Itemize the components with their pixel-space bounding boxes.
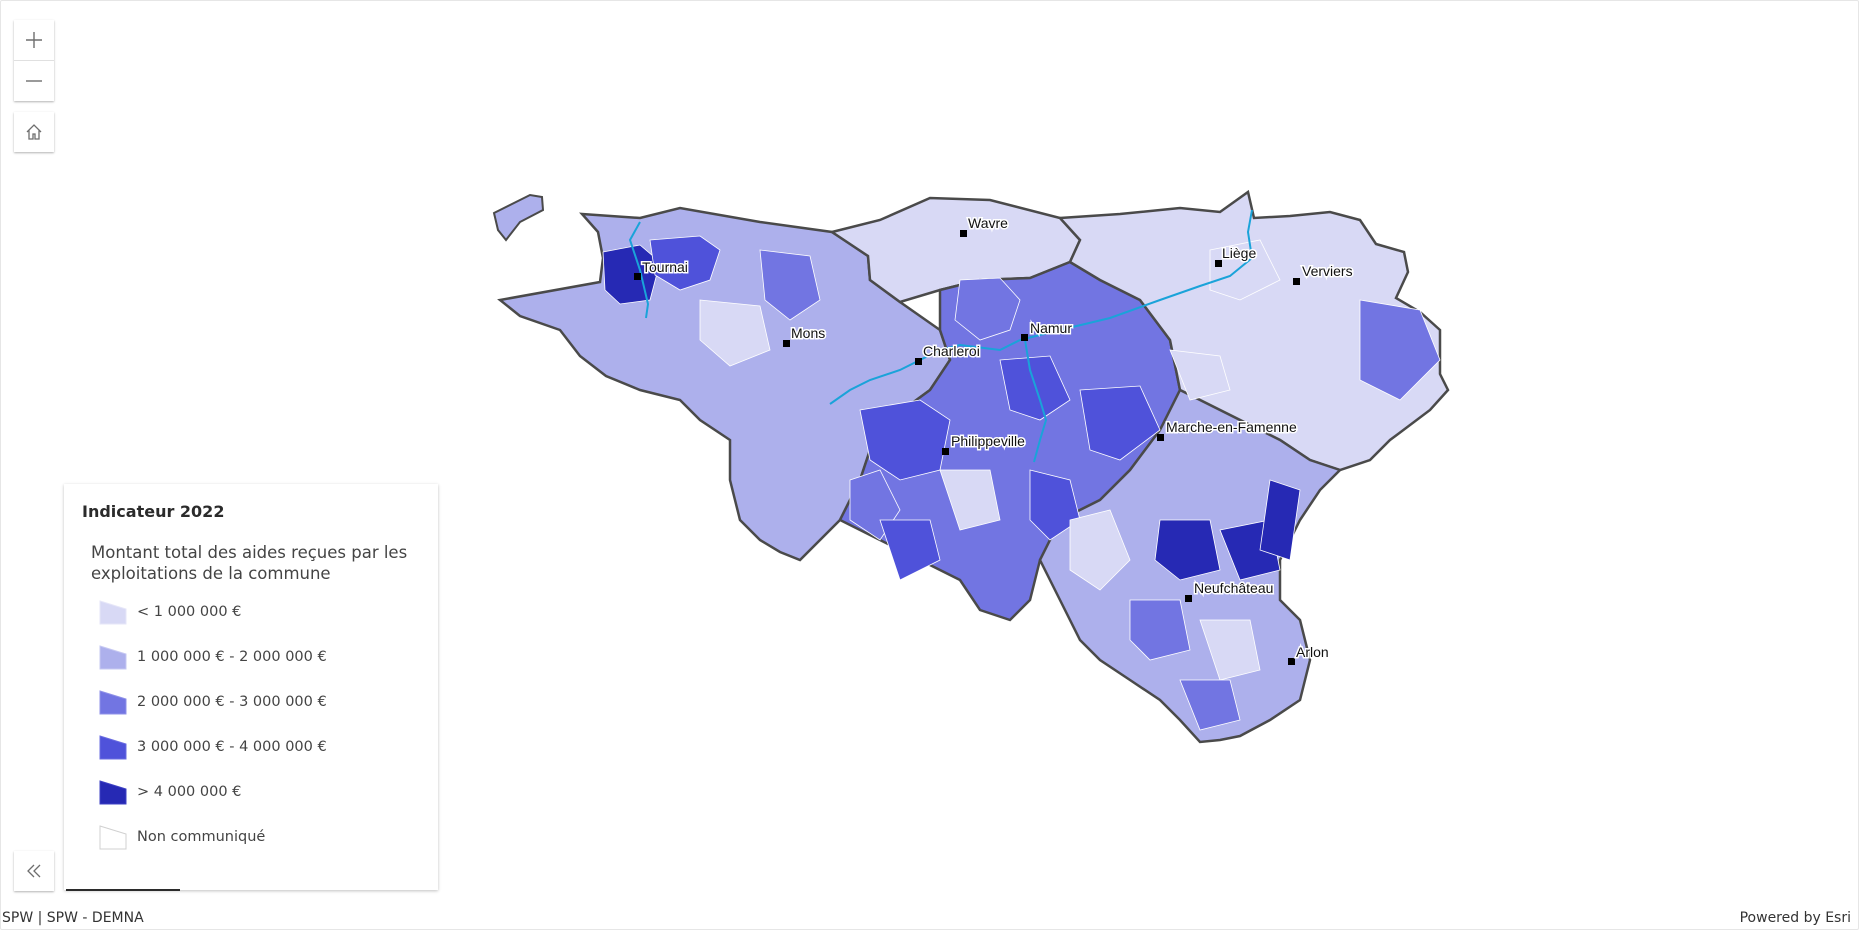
legend-tab-indicator xyxy=(66,889,180,891)
city-label: Arlon xyxy=(1296,644,1329,660)
province-liege[interactable] xyxy=(1057,189,1450,472)
commune-area[interactable] xyxy=(649,235,721,291)
zoom-out-button[interactable] xyxy=(14,60,54,101)
legend-item: 2 000 000 € - 3 000 000 € xyxy=(99,688,327,716)
city-label: Charleroi xyxy=(923,343,980,359)
city-point[interactable] xyxy=(960,230,967,237)
legend-label: > 4 000 000 € xyxy=(137,784,242,800)
city-label: Neufchâteau xyxy=(1194,580,1273,596)
city-label: Verviers xyxy=(1302,263,1353,279)
legend-label: < 1 000 000 € xyxy=(137,604,242,620)
legend-swatch xyxy=(99,690,127,715)
city-markers: Tournai Wavre Liège Verviers Mons Charle… xyxy=(634,214,1354,665)
legend-swatch xyxy=(99,600,127,625)
commune-area[interactable] xyxy=(699,299,771,367)
commune-area[interactable] xyxy=(1199,619,1261,681)
city-point[interactable] xyxy=(1215,260,1222,267)
commune-area[interactable] xyxy=(1129,599,1191,661)
commune-area[interactable] xyxy=(492,193,545,242)
legend-label: 2 000 000 € - 3 000 000 € xyxy=(137,694,327,710)
commune-area[interactable] xyxy=(954,277,1021,341)
city-point[interactable] xyxy=(915,358,922,365)
legend-item: 1 000 000 € - 2 000 000 € xyxy=(99,643,327,671)
river-meuse xyxy=(1019,209,1254,341)
zoom-in-button[interactable] xyxy=(14,20,54,60)
city-point[interactable] xyxy=(942,448,949,455)
legend-swatch xyxy=(99,735,127,760)
legend-swatch xyxy=(99,645,127,670)
double-chevron-left-icon xyxy=(27,864,41,878)
commune-area[interactable] xyxy=(879,519,941,581)
legend-panel: Indicateur 2022 Montant total des aides … xyxy=(64,484,438,891)
city-label: Liège xyxy=(1222,245,1256,261)
commune-area[interactable] xyxy=(1359,299,1441,401)
legend-swatch xyxy=(99,825,127,850)
commune-area[interactable] xyxy=(1029,469,1081,541)
commune-area[interactable] xyxy=(1079,385,1161,461)
commune-area[interactable] xyxy=(1179,679,1241,731)
commune-area[interactable] xyxy=(602,244,661,305)
zoom-controls xyxy=(14,20,54,101)
home-button[interactable] xyxy=(14,112,54,152)
choropleth-layer xyxy=(492,189,1450,744)
legend-item: 3 000 000 € - 4 000 000 € xyxy=(99,733,327,761)
city-label: Philippeville xyxy=(951,433,1025,449)
legend-item: Non communiqué xyxy=(99,823,265,851)
river-escaut xyxy=(628,221,650,319)
city-point[interactable] xyxy=(1288,658,1295,665)
city-label: Marche-en-Famenne xyxy=(1166,419,1297,435)
river-meuse-south xyxy=(1024,339,1048,463)
commune-area[interactable] xyxy=(759,249,821,321)
city-label: Tournai xyxy=(642,259,688,275)
home-icon xyxy=(26,124,42,140)
city-point[interactable] xyxy=(1021,334,1028,341)
plus-icon xyxy=(26,32,42,48)
commune-area[interactable] xyxy=(1069,509,1131,591)
legend-item: < 1 000 000 € xyxy=(99,598,241,626)
legend-title: Indicateur 2022 xyxy=(82,502,225,521)
legend-label: 3 000 000 € - 4 000 000 € xyxy=(137,739,327,755)
powered-by-esri[interactable]: Powered by Esri xyxy=(1739,910,1851,926)
commune-area[interactable] xyxy=(1169,349,1231,401)
minus-icon xyxy=(26,80,42,82)
map-attribution: SPW | SPW - DEMNA xyxy=(2,910,144,926)
city-label: Mons xyxy=(791,325,825,341)
city-label: Namur xyxy=(1030,320,1072,336)
home-control xyxy=(14,112,54,152)
city-label: Wavre xyxy=(968,215,1008,231)
city-point[interactable] xyxy=(1185,595,1192,602)
commune-area[interactable] xyxy=(1154,519,1221,581)
city-point[interactable] xyxy=(634,273,641,280)
city-point[interactable] xyxy=(1293,278,1300,285)
legend-item: > 4 000 000 € xyxy=(99,778,241,806)
legend-label: 1 000 000 € - 2 000 000 € xyxy=(137,649,327,665)
commune-area[interactable] xyxy=(1259,479,1301,561)
city-point[interactable] xyxy=(783,340,790,347)
commune-area[interactable] xyxy=(939,469,1001,531)
legend-swatch xyxy=(99,780,127,805)
legend-label: Non communiqué xyxy=(137,829,266,845)
legend-subtitle: Montant total des aides reçues par les e… xyxy=(91,543,408,583)
collapse-panel-button[interactable] xyxy=(14,851,54,891)
city-point[interactable] xyxy=(1157,434,1164,441)
